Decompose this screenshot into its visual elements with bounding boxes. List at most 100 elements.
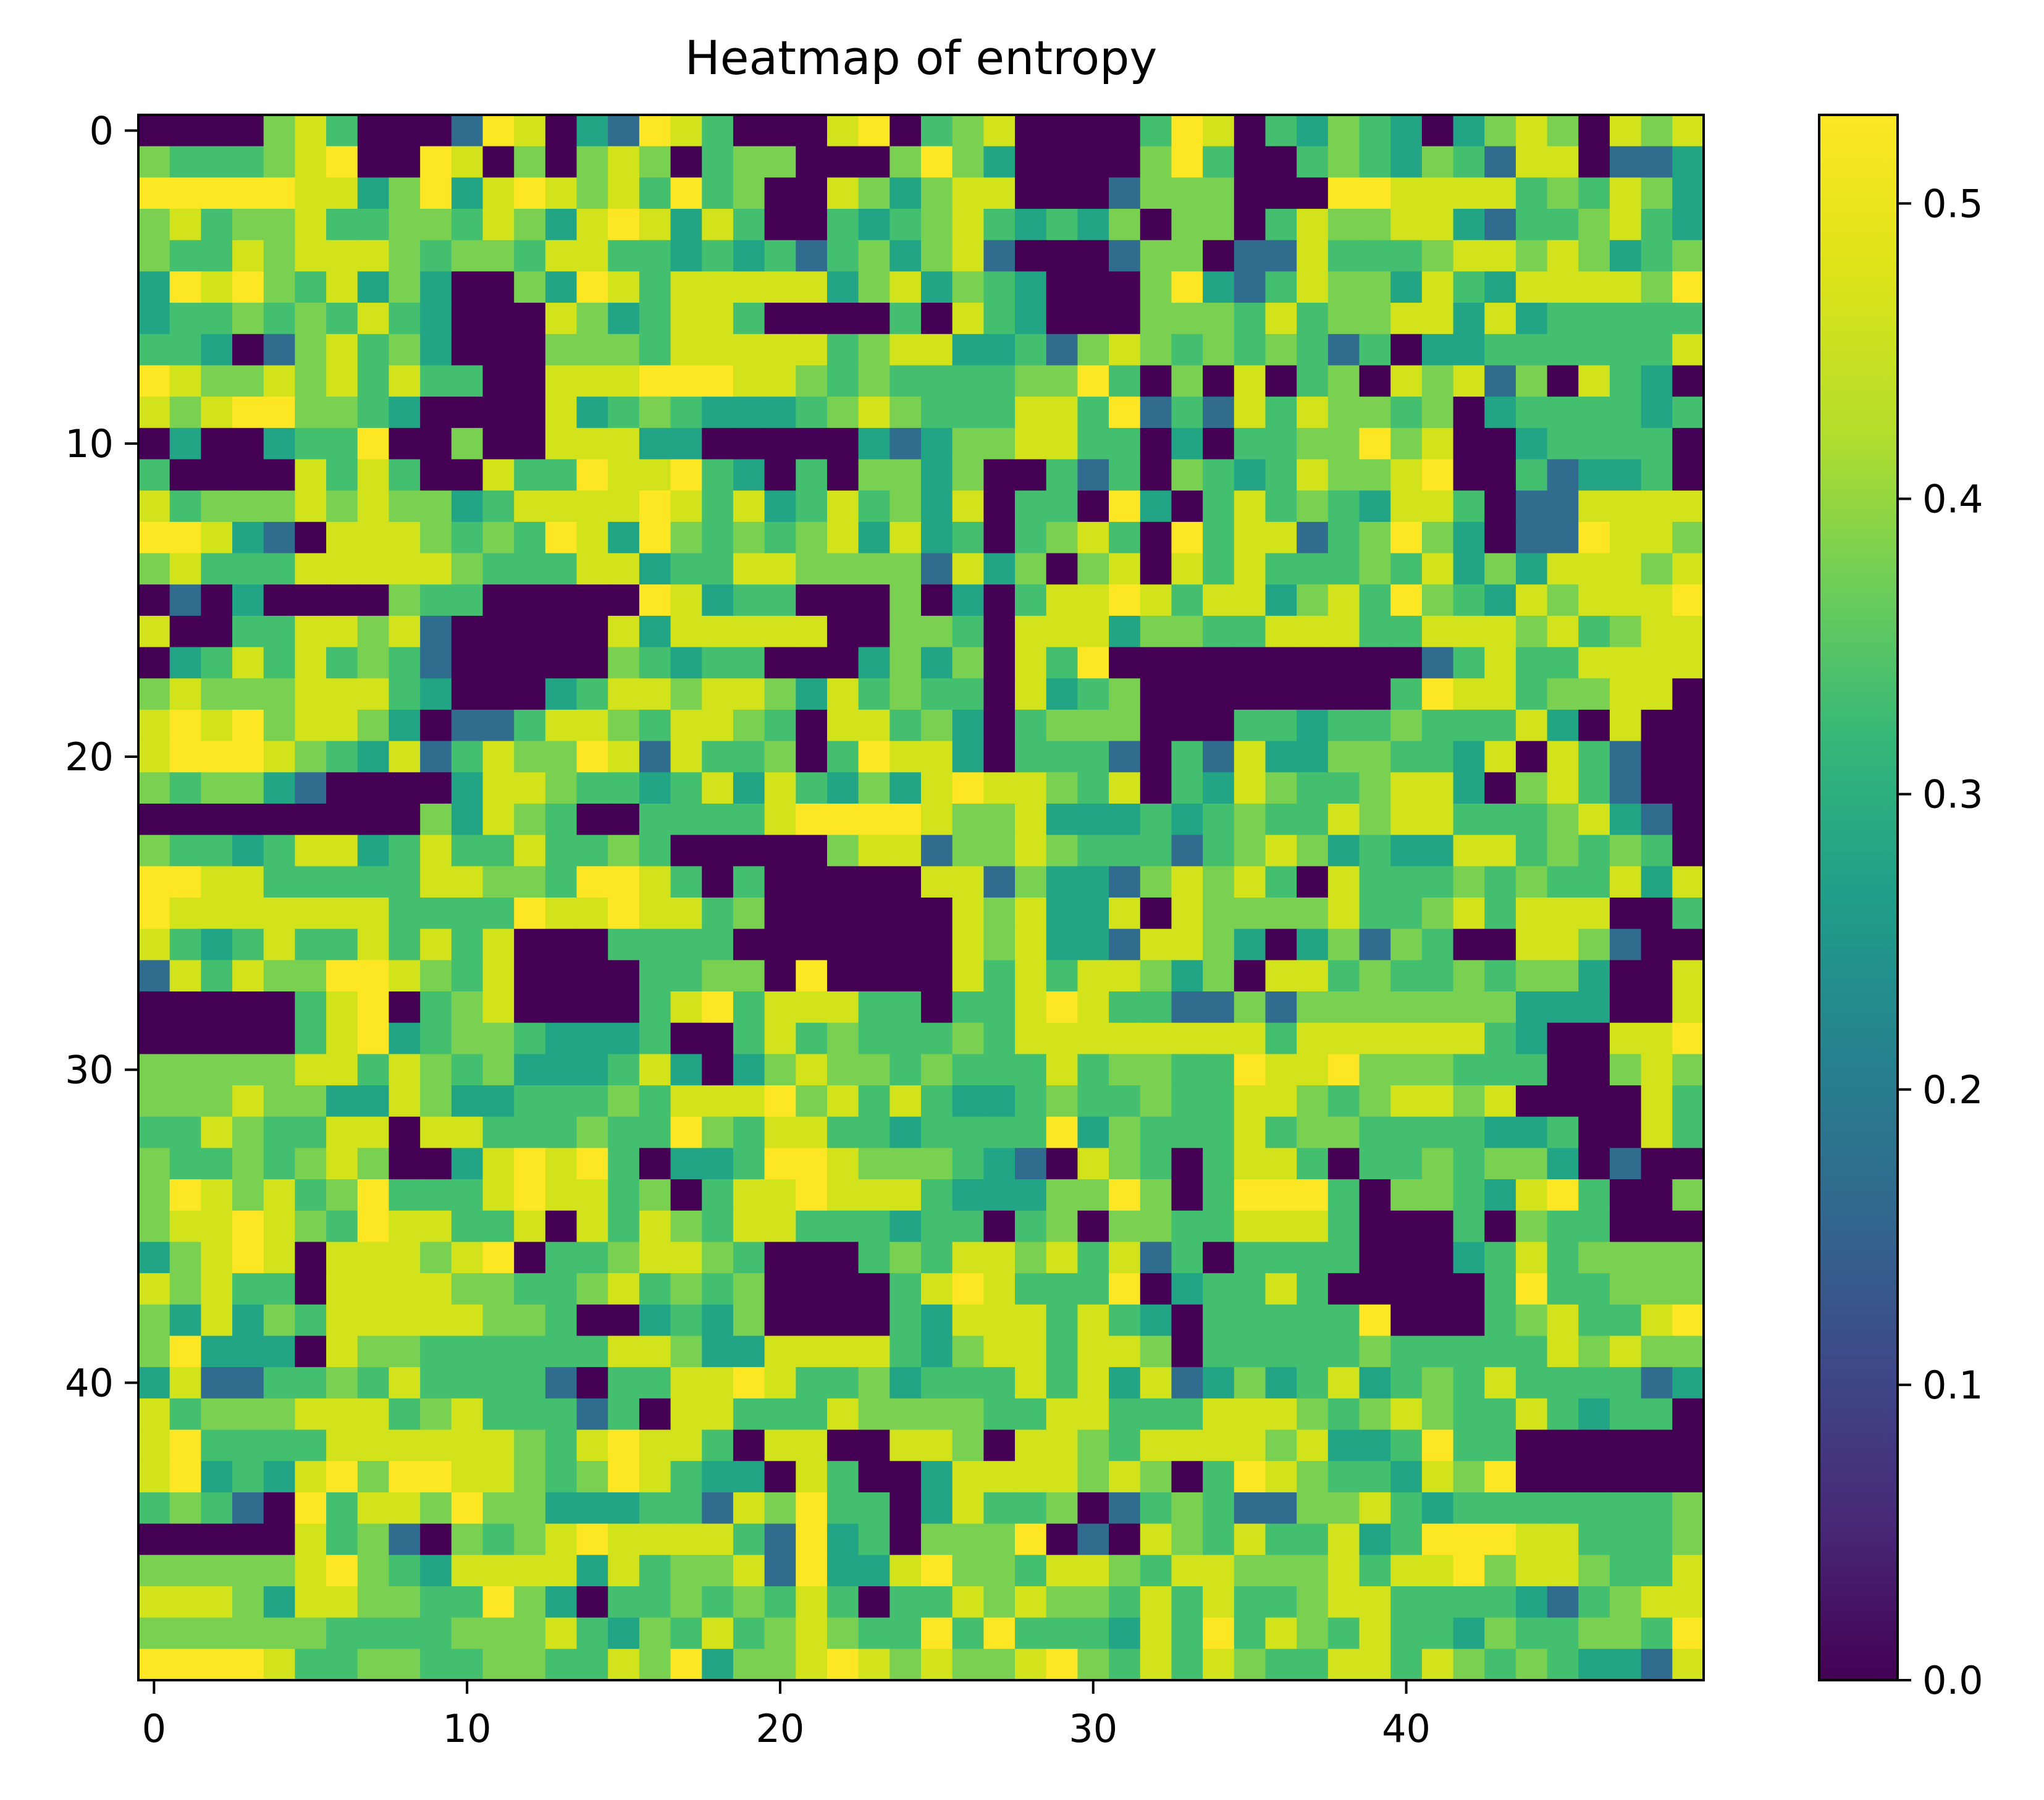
heatmap-cell xyxy=(1484,898,1516,930)
heatmap-cell xyxy=(670,177,702,209)
heatmap-cell xyxy=(1421,835,1454,867)
heatmap-cell xyxy=(1359,115,1391,147)
heatmap-cell xyxy=(1641,741,1673,773)
heatmap-cell xyxy=(545,741,578,773)
heatmap-cell xyxy=(1077,271,1109,303)
heatmap-cell xyxy=(1484,1649,1516,1681)
heatmap-cell xyxy=(326,1649,358,1681)
heatmap-cell xyxy=(169,1242,201,1274)
heatmap-cell xyxy=(1203,427,1235,460)
heatmap-cell xyxy=(983,1649,1016,1681)
heatmap-cell xyxy=(420,1242,452,1274)
heatmap-cell xyxy=(890,334,922,366)
heatmap-cell xyxy=(639,397,671,429)
heatmap-cell xyxy=(389,365,421,397)
heatmap-cell xyxy=(326,960,358,992)
heatmap-cell xyxy=(1171,1022,1203,1054)
heatmap-cell xyxy=(1359,647,1391,679)
heatmap-cell xyxy=(826,1335,859,1368)
heatmap-cell xyxy=(1484,615,1516,648)
heatmap-cell xyxy=(1203,1335,1235,1368)
heatmap-cell xyxy=(201,303,233,335)
heatmap-cell xyxy=(608,1555,640,1587)
heatmap-cell xyxy=(1234,1210,1266,1243)
heatmap-cell xyxy=(1077,991,1109,1024)
heatmap-cell xyxy=(1234,678,1266,710)
heatmap-cell xyxy=(1515,1335,1548,1368)
heatmap-cell xyxy=(1515,1273,1548,1305)
heatmap-cell xyxy=(1609,1054,1642,1086)
heatmap-cell xyxy=(1390,1022,1423,1054)
heatmap-cell xyxy=(514,928,546,961)
heatmap-cell xyxy=(1421,1304,1454,1337)
heatmap-cell xyxy=(138,177,170,209)
heatmap-cell xyxy=(1484,521,1516,554)
heatmap-cell xyxy=(1234,1022,1266,1054)
heatmap-cell xyxy=(263,397,295,429)
heatmap-cell xyxy=(952,1054,984,1086)
heatmap-cell xyxy=(1140,303,1172,335)
heatmap-cell xyxy=(890,240,922,272)
heatmap-cell xyxy=(733,1398,765,1431)
heatmap-cell xyxy=(1046,647,1078,679)
heatmap-cell xyxy=(1109,1555,1141,1587)
heatmap-cell xyxy=(1578,1555,1610,1587)
heatmap-cell xyxy=(608,490,640,523)
heatmap-cell xyxy=(1077,772,1109,804)
heatmap-cell xyxy=(670,397,702,429)
heatmap-cell xyxy=(576,615,608,648)
heatmap-cell xyxy=(1641,1492,1673,1525)
heatmap-cell xyxy=(451,1617,484,1649)
heatmap-cell xyxy=(1421,521,1454,554)
heatmap-cell xyxy=(1672,1273,1704,1305)
heatmap-cell xyxy=(201,835,233,867)
heatmap-cell xyxy=(1171,115,1203,147)
heatmap-cell xyxy=(1140,1649,1172,1681)
heatmap-cell xyxy=(1390,1649,1423,1681)
heatmap-cell xyxy=(514,991,546,1024)
heatmap-cell xyxy=(702,1148,734,1180)
heatmap-cell xyxy=(138,866,170,898)
heatmap-cell xyxy=(1484,303,1516,335)
heatmap-cell xyxy=(1140,615,1172,648)
heatmap-cell xyxy=(169,678,201,710)
heatmap-cell xyxy=(295,1335,327,1368)
heatmap-cell xyxy=(1484,115,1516,147)
heatmap-cell xyxy=(890,177,922,209)
heatmap-cell xyxy=(1641,1367,1673,1399)
heatmap-cell xyxy=(639,1461,671,1493)
heatmap-cell xyxy=(201,928,233,961)
heatmap-cell xyxy=(796,1273,828,1305)
heatmap-cell xyxy=(702,1492,734,1525)
heatmap-cell xyxy=(1046,1085,1078,1117)
heatmap-cell xyxy=(1327,615,1360,648)
heatmap-cell xyxy=(1077,1429,1109,1461)
heatmap-cell xyxy=(1203,898,1235,930)
heatmap-cell xyxy=(1578,1523,1610,1555)
heatmap-cell xyxy=(890,678,922,710)
heatmap-cell xyxy=(670,521,702,554)
heatmap-cell xyxy=(796,1335,828,1368)
heatmap-cell xyxy=(733,1179,765,1211)
heatmap-cell xyxy=(1390,772,1423,804)
heatmap-cell xyxy=(670,928,702,961)
heatmap-cell xyxy=(1327,427,1360,460)
heatmap-cell xyxy=(1077,1586,1109,1618)
heatmap-cell xyxy=(545,928,578,961)
heatmap-cell xyxy=(169,1022,201,1054)
heatmap-cell xyxy=(702,209,734,241)
heatmap-cell xyxy=(1327,1335,1360,1368)
heatmap-cell xyxy=(670,1148,702,1180)
heatmap-cell xyxy=(1171,678,1203,710)
heatmap-cell xyxy=(1171,960,1203,992)
heatmap-cell xyxy=(1609,1179,1642,1211)
heatmap-cell xyxy=(1484,1148,1516,1180)
heatmap-cell xyxy=(733,427,765,460)
heatmap-cell xyxy=(670,1242,702,1274)
heatmap-cell xyxy=(1203,1617,1235,1649)
heatmap-cell xyxy=(1641,772,1673,804)
heatmap-cell xyxy=(451,303,484,335)
heatmap-cell xyxy=(1484,459,1516,491)
heatmap-cell xyxy=(796,146,828,178)
heatmap-cell xyxy=(1015,1555,1047,1587)
